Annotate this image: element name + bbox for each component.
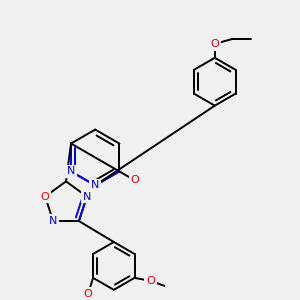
Text: O: O: [41, 191, 50, 202]
Text: O: O: [210, 39, 219, 49]
Text: N: N: [67, 167, 75, 176]
Text: N: N: [83, 191, 91, 202]
Text: O: O: [146, 276, 155, 286]
Text: N: N: [91, 180, 99, 190]
Text: N: N: [49, 216, 57, 226]
Text: O: O: [130, 176, 139, 185]
Text: O: O: [84, 289, 92, 299]
